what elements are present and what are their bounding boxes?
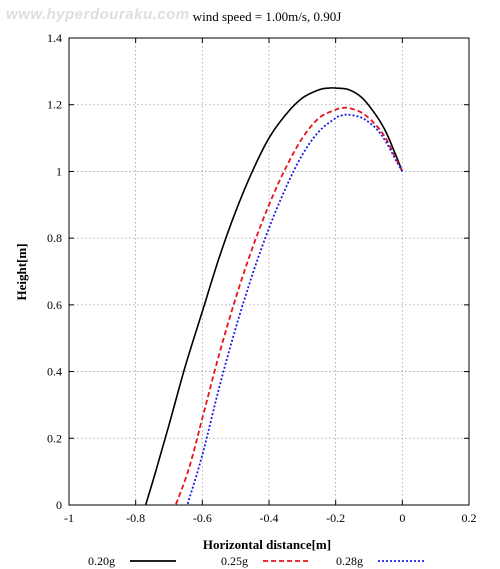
x-tick-label: -0.6	[193, 511, 212, 525]
y-tick-label: 0.8	[47, 231, 62, 245]
x-axis-label: Horizontal distance[m]	[203, 537, 331, 552]
y-tick-label: 0.6	[47, 298, 62, 312]
legend-label: 0.20g	[88, 554, 115, 568]
legend-label: 0.25g	[221, 554, 248, 568]
y-tick-label: 1	[56, 164, 62, 178]
x-tick-label: -1	[64, 511, 74, 525]
y-tick-label: 1.4	[47, 31, 62, 45]
legend-label: 0.28g	[336, 554, 363, 568]
y-tick-label: 0.4	[47, 365, 62, 379]
grid-lines	[69, 38, 469, 505]
x-tick-label: 0	[399, 511, 405, 525]
y-tick-label: 1.2	[47, 98, 62, 112]
axis-tick-labels: -1 -0.8 -0.6 -0.4 -0.2 0 0.2 0 0.2 0.4 0.6 0.8 1 1.2 1…	[47, 31, 477, 525]
x-tick-label: -0.8	[126, 511, 145, 525]
watermark-text: www.hyperdouraku.com	[6, 6, 190, 23]
series-line-0-28g	[186, 113, 404, 506]
legend: 0.20g 0.25g 0.28g	[88, 554, 424, 568]
axis-ticks	[68, 37, 470, 506]
series-line-0-25g	[174, 106, 404, 506]
series-line-0-20g	[144, 87, 404, 506]
series-layer	[144, 87, 404, 506]
y-tick-label: 0	[56, 498, 62, 512]
y-axis-label: Height[m]	[14, 243, 29, 300]
x-tick-label: -0.4	[260, 511, 279, 525]
x-tick-label: 0.2	[462, 511, 477, 525]
chart-title: wind speed = 1.00m/s, 0.90J	[193, 9, 342, 24]
y-tick-label: 0.2	[47, 431, 62, 445]
x-tick-label: -0.2	[326, 511, 345, 525]
